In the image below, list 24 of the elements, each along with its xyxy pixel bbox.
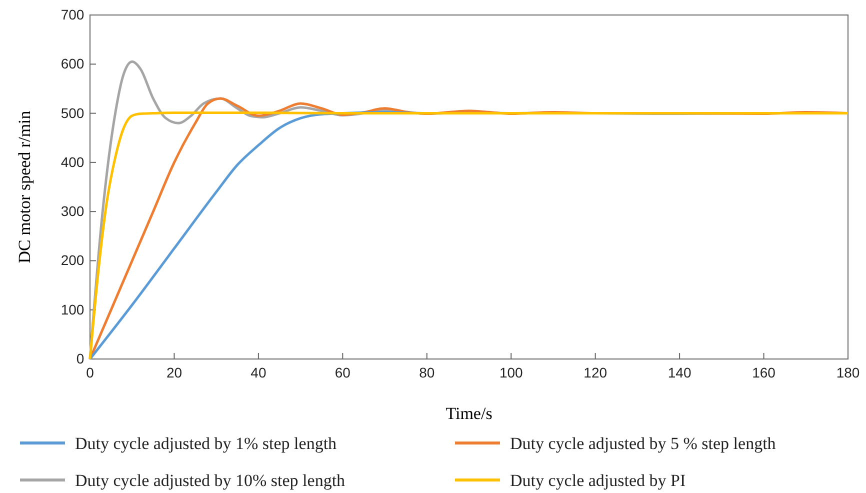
x-tick-label: 100: [499, 364, 524, 380]
y-tick-label: 700: [60, 6, 84, 22]
y-tick-label: 400: [60, 154, 84, 170]
x-tick-label: 120: [584, 364, 608, 380]
legend-label: Duty cycle adjusted by 5 % step length: [510, 434, 776, 453]
x-tick-label: 160: [752, 364, 776, 380]
y-tick-label: 100: [60, 301, 84, 318]
y-tick-label: 300: [60, 203, 84, 220]
x-tick-label: 60: [334, 364, 351, 380]
y-tick-label: 200: [60, 252, 84, 268]
x-tick-label: 40: [250, 364, 266, 380]
x-axis-title: Time/s: [446, 404, 492, 423]
x-tick-label: 20: [166, 364, 182, 380]
x-tick-label: 0: [86, 364, 94, 380]
legend-label: Duty cycle adjusted by PI: [510, 471, 686, 490]
y-tick-label: 600: [60, 56, 84, 72]
x-tick-label: 180: [836, 364, 860, 380]
x-tick-label: 80: [419, 364, 435, 380]
y-axis-title: DC motor speed r/min: [15, 110, 34, 264]
legend-label: Duty cycle adjusted by 1% step length: [75, 434, 338, 453]
y-tick-label: 0: [76, 350, 84, 366]
x-tick-label: 140: [668, 364, 692, 380]
legend-label: Duty cycle adjusted by 10% step length: [75, 471, 346, 490]
y-tick-label: 500: [60, 104, 84, 121]
